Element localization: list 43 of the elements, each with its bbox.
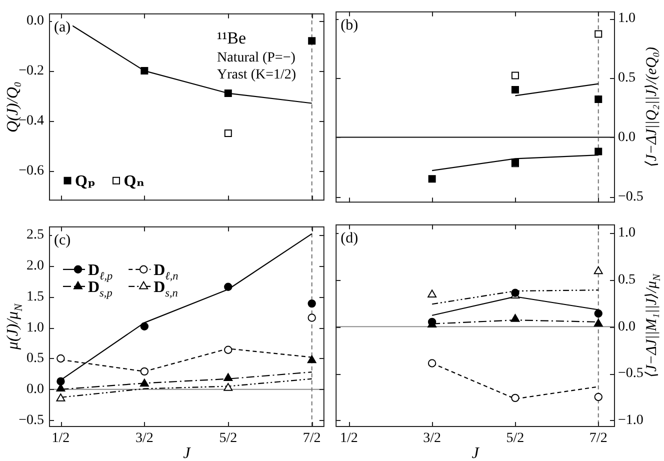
x-tick-label: 5/2 xyxy=(219,431,238,446)
y2-tick-label: 1.0 xyxy=(618,226,636,241)
y-axis-title: μ(J)/μN xyxy=(4,303,25,351)
y-tick-label: 0.5 xyxy=(26,351,44,366)
y2-tick-label: −0.5 xyxy=(618,366,644,382)
annotation: Yrast (K=1/2) xyxy=(216,67,296,82)
x-tick-label: 3/2 xyxy=(135,431,154,446)
y-axis-title: Q(J)/Q₀ xyxy=(4,82,22,132)
y2-tick-label: −0.5 xyxy=(618,189,644,204)
x-tick-label: 1/2 xyxy=(52,431,70,446)
x-tick-label: 7/2 xyxy=(589,431,608,446)
annotation: (a) xyxy=(54,19,71,36)
annotation: ¹¹Be xyxy=(216,28,246,48)
y2-tick-label: 0.5 xyxy=(618,70,636,86)
x-axis-title: J xyxy=(472,445,480,461)
y2-tick-label: 0.0 xyxy=(618,130,636,145)
y-tick-label: −0.5 xyxy=(18,412,44,428)
legend-label: Qₙ xyxy=(124,173,144,190)
y2-tick-label: 0.5 xyxy=(618,272,636,288)
y2-axis-title: ⟨J−ΔJ||Q₂||J⟩/(eQ₀) xyxy=(644,46,660,168)
y-tick-label: −0.4 xyxy=(18,113,44,128)
annotation: Natural (P=−) xyxy=(216,50,296,66)
y-tick-label: −0.2 xyxy=(18,63,44,78)
legend-label: Qₚ xyxy=(75,173,96,190)
y-tick-label: 0.0 xyxy=(26,14,44,29)
y-tick-label: 2.5 xyxy=(26,228,44,243)
annotation: (d) xyxy=(340,230,358,246)
x-tick-label: 1/2 xyxy=(340,431,358,446)
y-tick-label: 2.0 xyxy=(26,258,44,274)
y-tick-label: 0.0 xyxy=(26,382,44,398)
y2-axis-title: ⟨J−ΔJ||M₁||J⟩/μN xyxy=(644,272,664,378)
x-tick-label: 3/2 xyxy=(423,431,442,446)
y-tick-label: 1.0 xyxy=(26,320,44,336)
x-tick-label: 5/2 xyxy=(506,431,524,446)
x-tick-label: 7/2 xyxy=(302,431,321,446)
y-tick-label: −0.6 xyxy=(18,163,44,178)
annotation: (c) xyxy=(54,232,71,248)
y2-tick-label: −1.0 xyxy=(618,413,644,428)
y-tick-label: 1.5 xyxy=(26,289,44,304)
annotation: (b) xyxy=(340,17,358,34)
x-axis-title: J xyxy=(183,445,192,461)
y2-tick-label: 0.0 xyxy=(618,319,636,334)
y2-tick-label: 1.0 xyxy=(618,11,636,26)
